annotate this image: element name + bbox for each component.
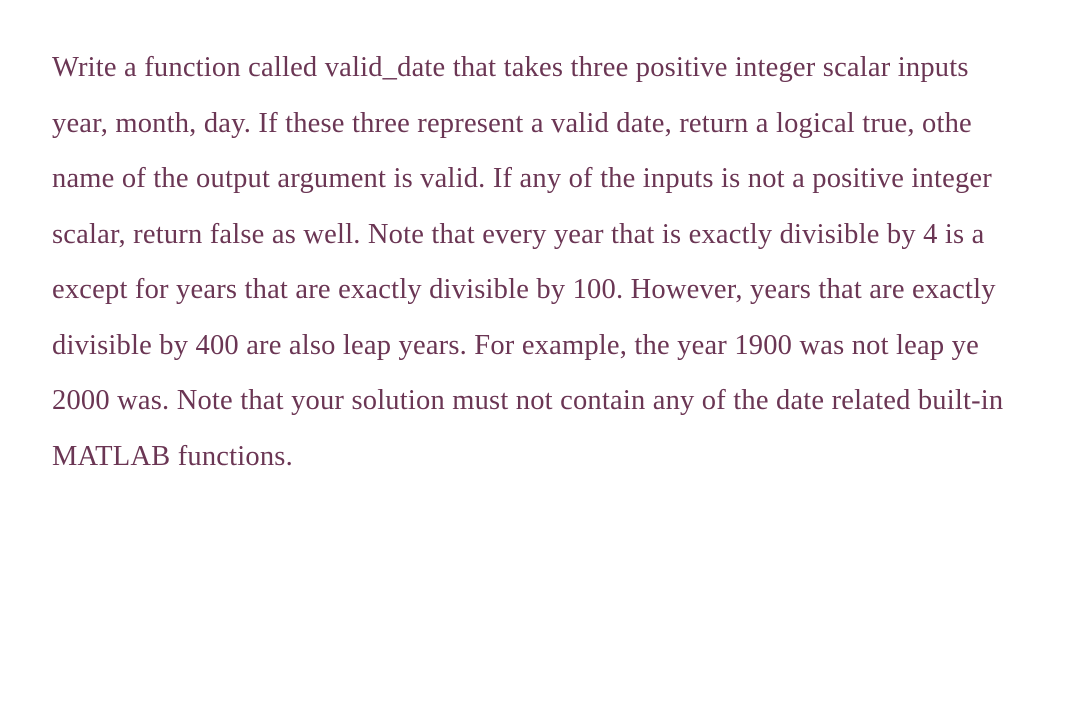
problem-statement: Write a function called valid_date that … <box>52 40 1028 485</box>
